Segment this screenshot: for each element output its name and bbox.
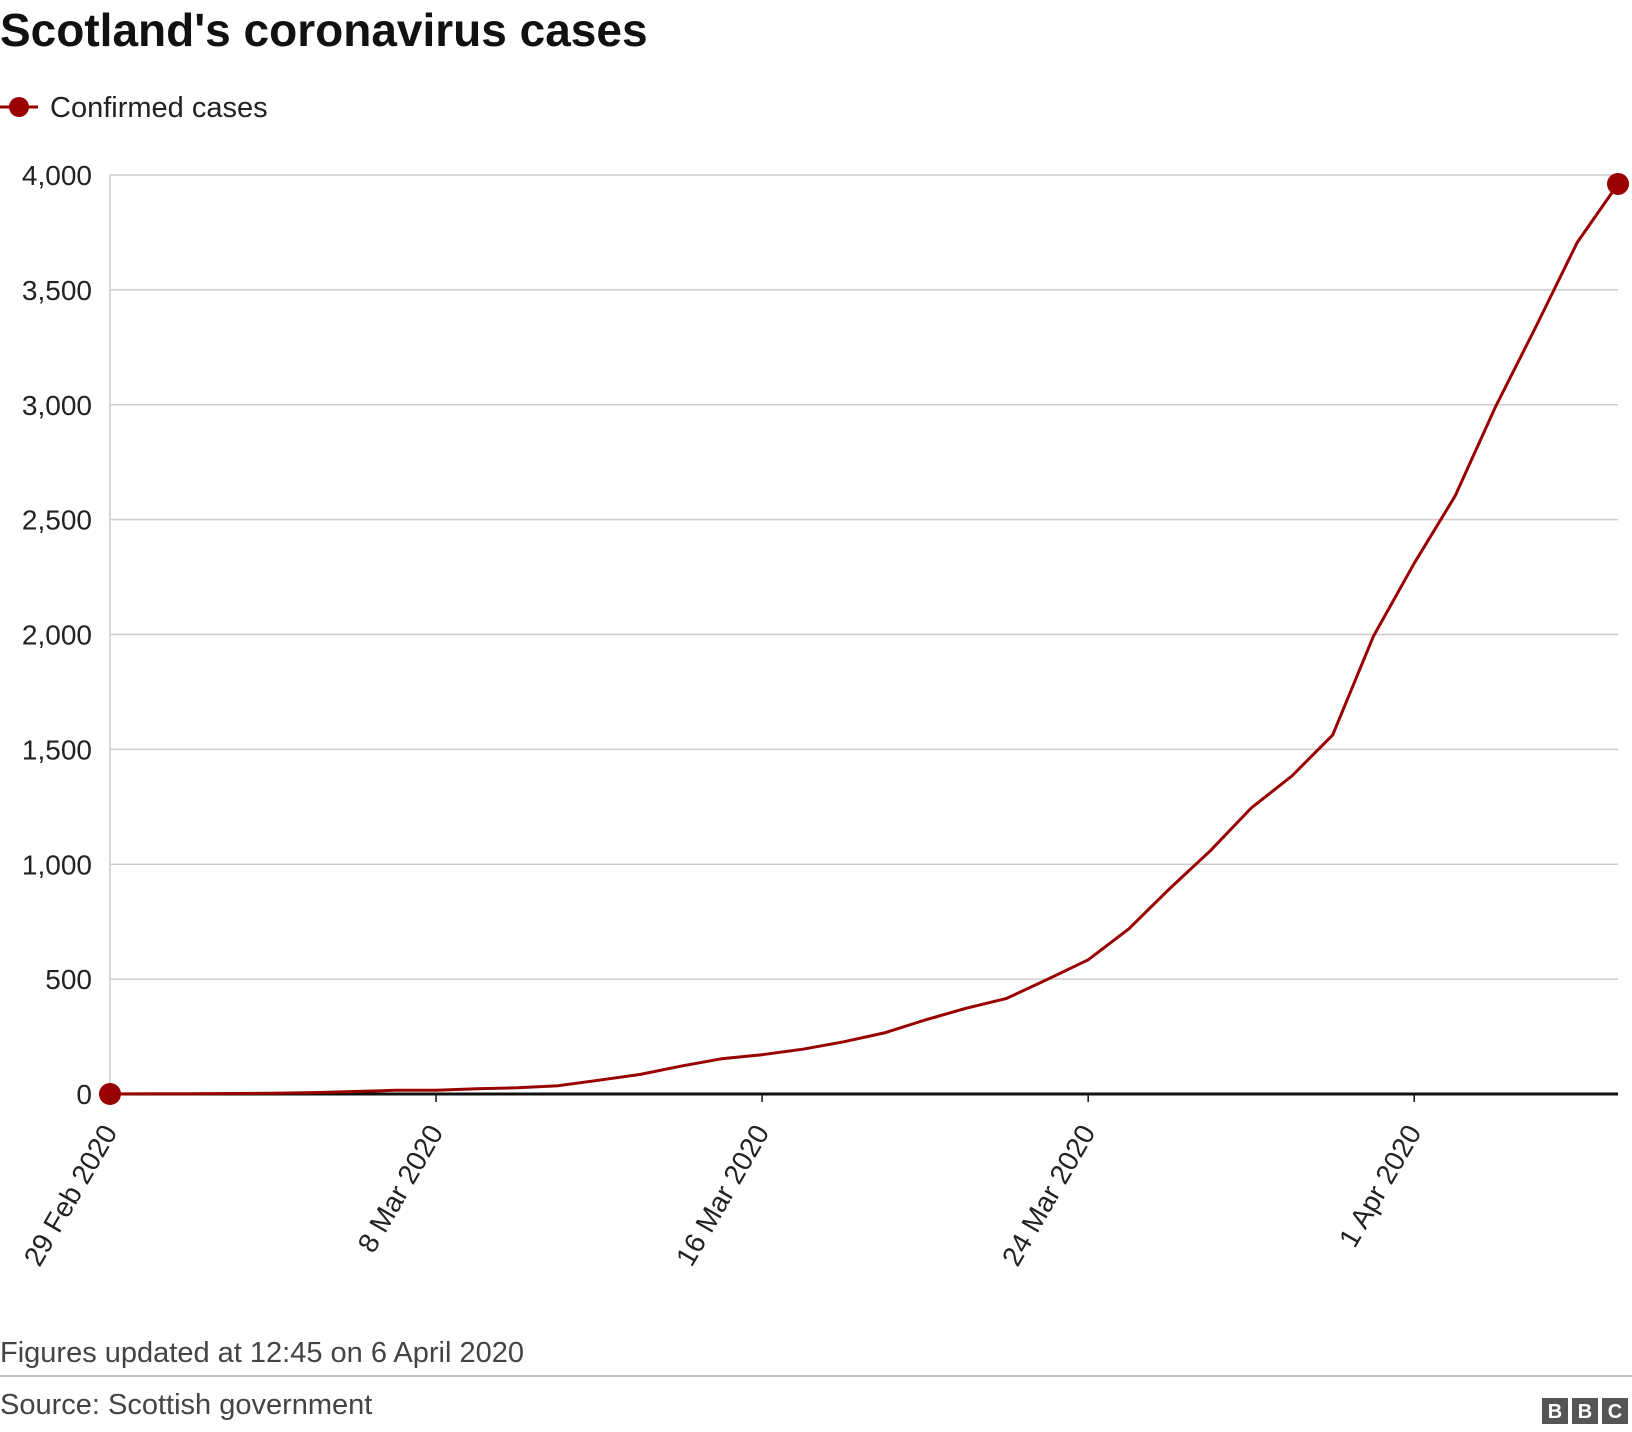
chart-title: Scotland's coronavirus cases xyxy=(0,4,648,56)
chart-note: Figures updated at 12:45 on 6 April 2020 xyxy=(0,1337,524,1369)
bbc-logo-block xyxy=(1602,1398,1628,1424)
legend-marker xyxy=(9,97,29,117)
y-tick-label: 3,000 xyxy=(22,390,92,421)
series-layer xyxy=(99,172,1629,1105)
bbc-logo-letter: B xyxy=(1548,1401,1562,1423)
y-tick-label: 500 xyxy=(45,964,92,995)
y-tick-label: 1,000 xyxy=(22,849,92,880)
y-tick-label: 4,000 xyxy=(22,160,92,191)
legend-label: Confirmed cases xyxy=(50,92,268,124)
y-axis: 0 500 1,000 1,500 2,000 2,500 3,000 3,500 4,000 xyxy=(22,160,92,1110)
x-tick-label: 29 Feb 2020 xyxy=(18,1120,123,1272)
series-line-confirmed-cases xyxy=(108,182,1620,1096)
x-tick-label: 1 Apr 2020 xyxy=(1333,1120,1428,1253)
bbc-logo-block xyxy=(1542,1398,1568,1424)
x-tick-label: 16 Mar 2020 xyxy=(670,1120,775,1272)
x-axis: 29 Feb 2020 8 Mar 2020 16 Mar 2020 24 Mar 2… xyxy=(18,1092,1618,1272)
y-tick-label: 3,500 xyxy=(22,275,92,306)
bbc-logo-letter: C xyxy=(1608,1401,1622,1423)
gridlines xyxy=(109,174,1618,1094)
series-start-marker xyxy=(99,1083,121,1105)
legend: Confirmed cases xyxy=(0,92,268,124)
y-tick-label: 2,500 xyxy=(22,505,92,536)
series-end-marker xyxy=(1607,172,1629,195)
x-tick-label: 8 Mar 2020 xyxy=(352,1120,450,1258)
y-tick-label: 2,000 xyxy=(22,620,92,651)
x-tick-label: 24 Mar 2020 xyxy=(996,1120,1101,1272)
chart-source: Source: Scottish government xyxy=(0,1389,372,1421)
bbc-logo-letter: B xyxy=(1578,1401,1592,1423)
y-tick-label: 0 xyxy=(76,1079,92,1110)
bbc-logo-block xyxy=(1572,1398,1598,1424)
y-tick-label: 1,500 xyxy=(22,734,92,765)
